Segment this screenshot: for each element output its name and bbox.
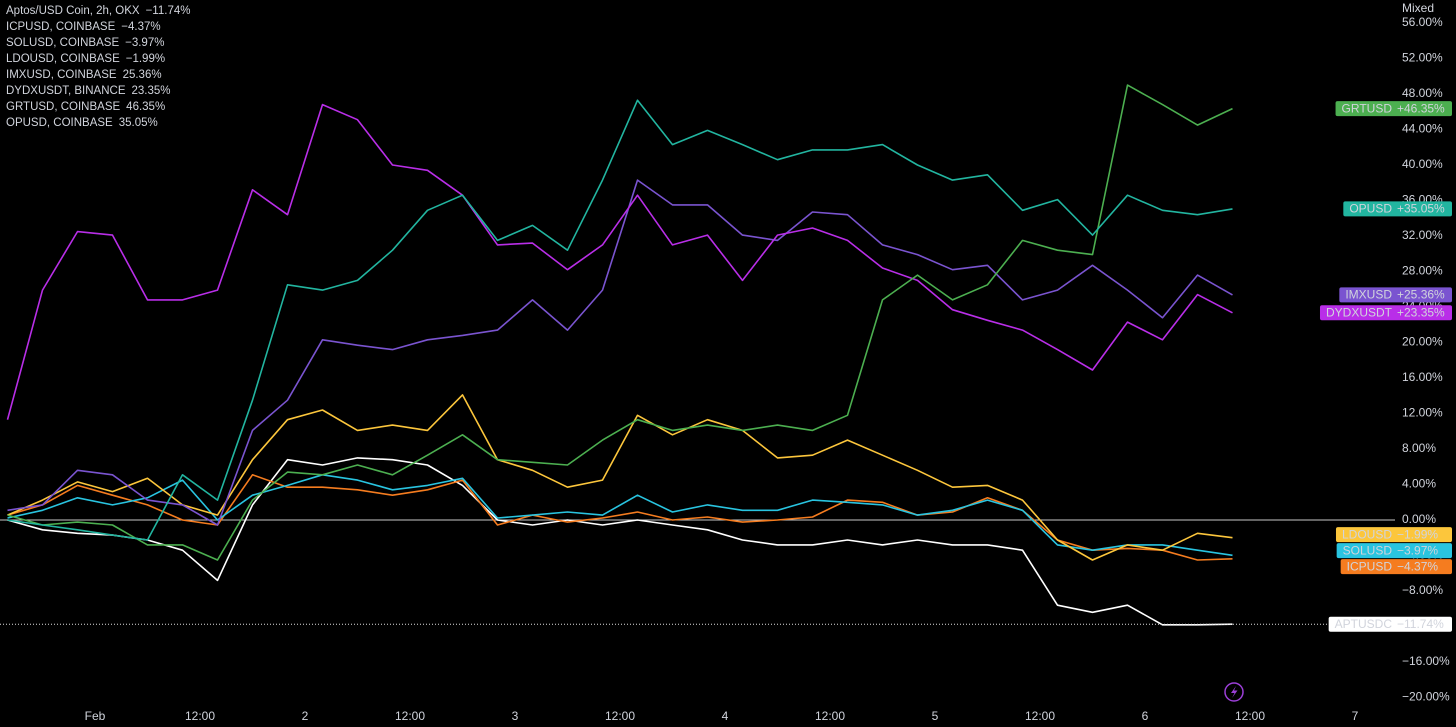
tag-value: +25.36%	[1397, 288, 1445, 302]
y-tick-label: 16.00%	[1402, 370, 1443, 384]
x-tick-label: 12:00	[185, 709, 215, 723]
legend-value: −11.74%	[146, 5, 191, 17]
tag-name: GRTUSD	[1342, 101, 1393, 115]
legend-name: ICPUSD, COINBASE	[6, 21, 116, 33]
tag-value: −11.74%	[1397, 617, 1444, 631]
x-tick-label: 7	[1352, 709, 1359, 723]
tag-box	[1343, 201, 1452, 217]
y-tick-label: 20.00%	[1402, 335, 1443, 349]
series-line	[7, 394, 1233, 561]
y-tick-label: 44.00%	[1402, 122, 1443, 136]
legend-value: −1.99%	[126, 53, 165, 65]
snapshot-bolt	[1231, 686, 1238, 698]
price-tag: GRTUSD +46.35%	[1335, 101, 1452, 117]
x-tick-label: Feb	[85, 709, 106, 723]
tag-box	[1328, 616, 1452, 632]
tag-name: IMXUSD	[1345, 288, 1392, 302]
y-tick-label: 32.00%	[1402, 228, 1443, 242]
y-tick-label: 0.00%	[1402, 512, 1436, 526]
y-tick-label: 52.00%	[1402, 51, 1443, 65]
legend-name: LDOUSD, COINBASE	[6, 53, 120, 65]
legend-value: 25.36%	[123, 69, 162, 81]
legend-value: 35.05%	[119, 117, 158, 129]
legend: Aptos/USD Coin, 2h, OKX −11.74% ICPUSD, CO…	[6, 5, 190, 129]
x-tick-label: 12:00	[1235, 709, 1265, 723]
tag-name: ICPUSD	[1347, 559, 1393, 573]
tag-value: +35.05%	[1397, 202, 1445, 216]
tag-name: LDOUSD	[1342, 527, 1392, 541]
x-tick-label: 12:00	[395, 709, 425, 723]
y-tick-label: 8.00%	[1402, 441, 1436, 455]
tag-name: DYDXUSDT	[1326, 305, 1393, 319]
legend-value: 46.35%	[126, 101, 165, 113]
tag-value: −1.99%	[1397, 527, 1438, 541]
legend-name: IMXUSD, COINBASE	[6, 69, 117, 81]
price-tag: APTUSDC −11.74%	[1328, 616, 1452, 632]
y-tick-label: 28.00%	[1402, 264, 1443, 278]
tag-box	[1335, 527, 1452, 543]
x-tick-label: 5	[932, 709, 939, 723]
tag-box	[1319, 305, 1452, 321]
y-tick-label: −8.00%	[1402, 583, 1443, 597]
series-line	[7, 179, 1233, 526]
series-line	[7, 457, 1233, 626]
legend-name: DYDXUSDT, BINANCE	[6, 85, 126, 97]
legend-name: SOLUSD, COINBASE	[6, 37, 119, 49]
legend-name: Aptos/USD Coin, 2h, OKX	[6, 5, 140, 17]
y-tick-label: −20.00%	[1402, 690, 1450, 704]
x-tick-label: 4	[722, 709, 729, 723]
tag-value: +23.35%	[1397, 305, 1445, 319]
x-tick-label: 3	[512, 709, 519, 723]
tag-box	[1335, 101, 1452, 117]
x-tick-label: 12:00	[1025, 709, 1055, 723]
scale-mode[interactable]: Mixed	[1402, 1, 1434, 15]
y-tick-label: 4.00%	[1402, 477, 1436, 491]
tag-name: APTUSDC	[1335, 617, 1393, 631]
series-line	[7, 84, 1233, 561]
price-tag: SOLUSD −3.97%	[1336, 543, 1452, 559]
tag-box	[1340, 559, 1452, 575]
tag-value: −4.37%	[1397, 559, 1438, 573]
legend-name: GRTUSD, COINBASE	[6, 101, 120, 113]
x-tick-label: 12:00	[605, 709, 635, 723]
tag-name: OPUSD	[1349, 202, 1392, 216]
series-line	[6, 103, 1233, 420]
legend-value: 23.35%	[132, 85, 171, 97]
price-tag: IMXUSD +25.36%	[1339, 287, 1452, 303]
legend-value: −4.37%	[121, 21, 160, 33]
x-tick-label: 2	[302, 709, 309, 723]
y-tick-label: 40.00%	[1402, 157, 1443, 171]
series-line	[7, 99, 1233, 541]
y-tick-label: 56.00%	[1402, 15, 1443, 29]
tag-value: −3.97%	[1397, 543, 1438, 557]
legend-name: OPUSD, COINBASE	[6, 117, 113, 129]
y-tick-label: 48.00%	[1402, 86, 1443, 100]
tag-box	[1339, 287, 1452, 303]
snapshot-icon[interactable]	[1224, 682, 1244, 702]
legend-value: −3.97%	[125, 37, 164, 49]
x-tick-label: 12:00	[815, 709, 845, 723]
tag-name: SOLUSD	[1343, 543, 1393, 557]
x-tick-label: 6	[1142, 709, 1149, 723]
price-tag: OPUSD +35.05%	[1343, 201, 1452, 217]
tag-box	[1336, 543, 1452, 559]
y-tick-label: −16.00%	[1402, 654, 1450, 668]
price-tag: ICPUSD −4.37%	[1340, 559, 1452, 575]
y-tick-label: 12.00%	[1402, 406, 1443, 420]
price-tag: LDOUSD −1.99%	[1335, 527, 1452, 543]
tag-value: +46.35%	[1397, 101, 1445, 115]
price-tag: DYDXUSDT +23.35%	[1319, 305, 1452, 321]
